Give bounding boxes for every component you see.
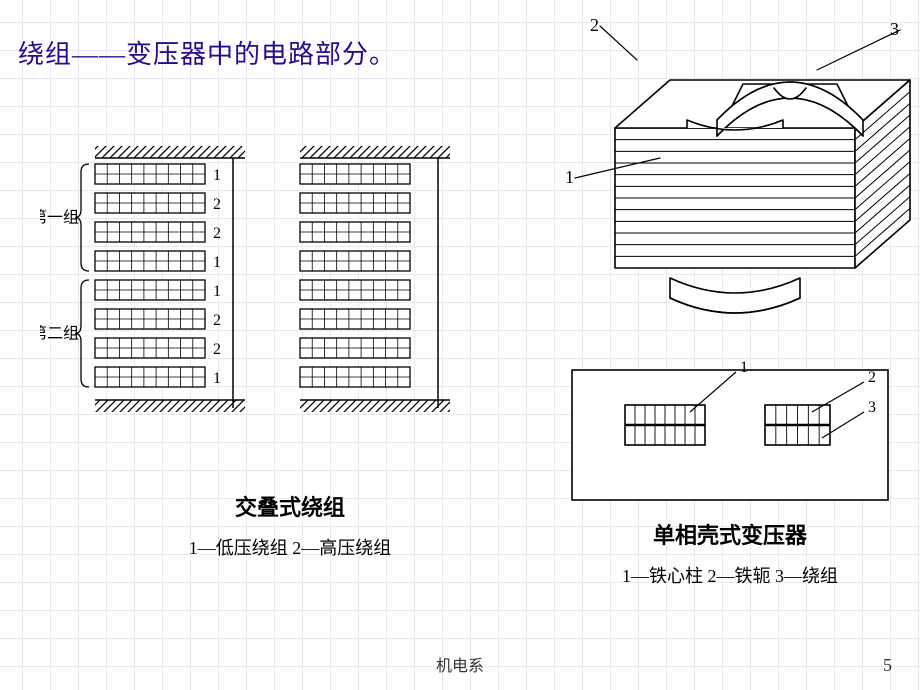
svg-text:1: 1 [213, 283, 221, 300]
svg-text:1: 1 [565, 167, 574, 187]
right-top-diagram: 1 2 3 [555, 8, 915, 338]
footer-center: 机电系 [0, 652, 920, 676]
right-caption: 单相壳式变压器 [560, 518, 900, 550]
svg-text:3: 3 [868, 399, 876, 416]
right-bottom-diagram: 1 2 3 [570, 360, 890, 510]
svg-text:2: 2 [868, 369, 876, 386]
left-caption: 交叠式绕组 [140, 490, 440, 522]
svg-text:2: 2 [213, 196, 221, 213]
footer-page-number: 5 [883, 655, 892, 676]
right-legend: 1—铁心柱 2—铁轭 3—绕组 [560, 562, 900, 588]
svg-text:2: 2 [213, 225, 221, 242]
svg-text:2: 2 [213, 312, 221, 329]
svg-text:2: 2 [590, 15, 599, 35]
slide-title: 绕组——变压器中的电路部分。 [18, 34, 396, 71]
svg-text:1: 1 [740, 360, 748, 376]
svg-text:第二组: 第二组 [40, 325, 79, 343]
svg-text:2: 2 [213, 341, 221, 358]
right-caption-block: 单相壳式变压器 1—铁心柱 2—铁轭 3—绕组 [560, 518, 900, 588]
left-legend: 1—低压绕组 2—高压绕组 [140, 534, 440, 560]
svg-text:1: 1 [213, 370, 221, 387]
left-caption-block: 交叠式绕组 1—低压绕组 2—高压绕组 [140, 490, 440, 560]
svg-text:1: 1 [213, 167, 221, 184]
svg-text:1: 1 [213, 254, 221, 271]
svg-text:3: 3 [890, 19, 899, 39]
svg-text:第一组: 第一组 [40, 209, 79, 227]
left-diagram: 1 2 2 1 1 2 2 1 第一组第二组 [40, 140, 495, 470]
slide-content: 绕组——变压器中的电路部分。 1 2 2 1 1 2 2 1 第一组第二组 交叠式绕组 1—低压… [0, 0, 920, 690]
